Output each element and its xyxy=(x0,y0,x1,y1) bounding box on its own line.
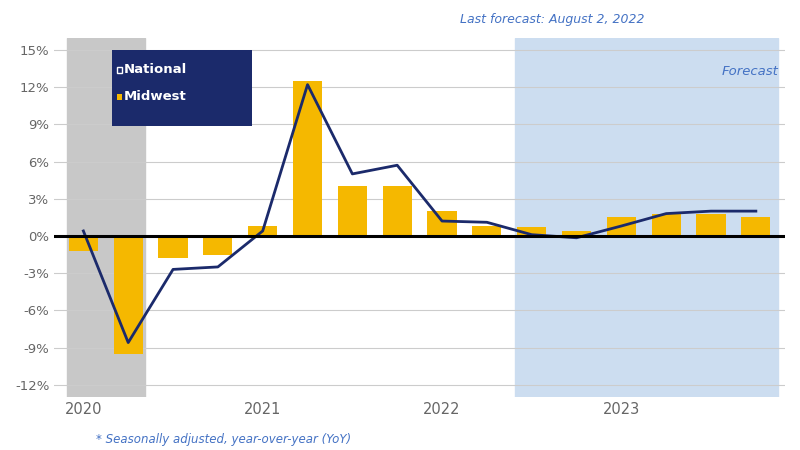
Bar xyxy=(652,214,681,236)
Bar xyxy=(338,186,367,236)
Bar xyxy=(606,217,636,236)
Bar xyxy=(697,214,726,236)
Bar xyxy=(293,81,322,236)
Bar xyxy=(562,231,591,236)
Text: * Seasonally adjusted, year-over-year (YoY): * Seasonally adjusted, year-over-year (Y… xyxy=(96,432,351,446)
Bar xyxy=(158,236,188,258)
Bar xyxy=(382,186,412,236)
Text: Forecast: Forecast xyxy=(722,65,778,78)
Bar xyxy=(427,211,457,236)
Bar xyxy=(517,227,546,236)
Bar xyxy=(114,236,142,354)
Bar xyxy=(472,226,502,236)
Bar xyxy=(248,226,278,236)
Bar xyxy=(66,37,145,397)
Bar xyxy=(742,217,770,236)
Text: National: National xyxy=(124,63,187,76)
Bar xyxy=(69,236,98,251)
Text: Last forecast: August 2, 2022: Last forecast: August 2, 2022 xyxy=(460,14,645,27)
Bar xyxy=(515,37,778,397)
Bar xyxy=(203,236,233,255)
Text: Midwest: Midwest xyxy=(124,90,186,103)
